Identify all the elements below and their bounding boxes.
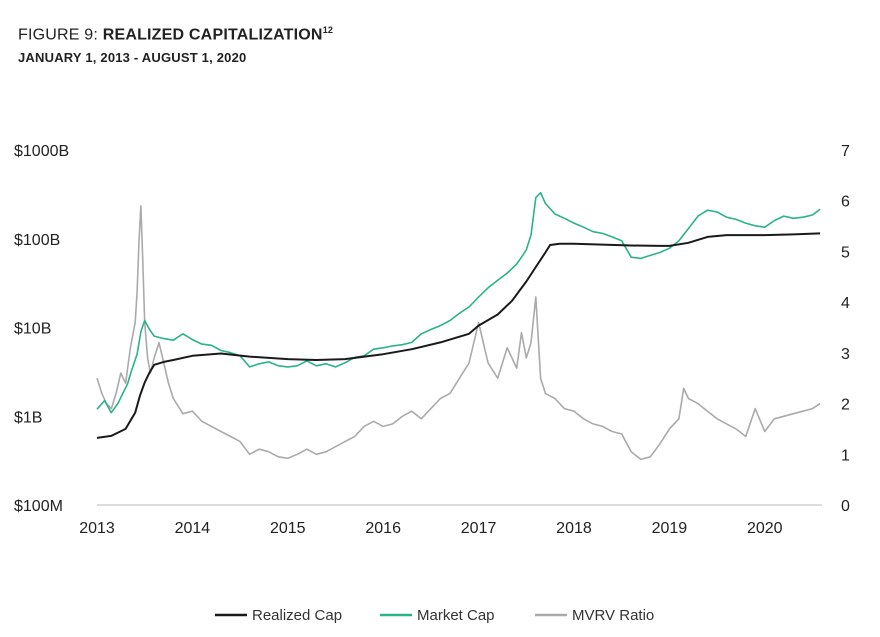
y-right-tick-label: 3 <box>841 346 850 363</box>
series-line-realized-cap <box>96 232 821 439</box>
x-tick-label: 2014 <box>175 520 211 537</box>
x-tick-label: 2015 <box>270 520 306 537</box>
figure-title-footnote: 12 <box>322 25 334 35</box>
figure-title: FIGURE 9: REALIZED CAPITALIZATION12 <box>18 25 333 44</box>
x-tick-label: 2013 <box>79 520 115 537</box>
figure-title-main: REALIZED CAPITALIZATION <box>102 26 323 44</box>
y-left-tick-label: $100M <box>14 498 63 515</box>
y-left-tick-label: $1B <box>14 409 42 426</box>
y-left-axis: $1000B $100B $10B $1B $100M <box>14 143 69 515</box>
x-tick-label: 2019 <box>652 520 688 537</box>
legend-label-realized-cap: Realized Cap <box>252 607 342 624</box>
series-layer <box>96 191 821 461</box>
y-right-tick-label: 6 <box>841 194 850 211</box>
y-left-tick-label: $1000B <box>14 143 69 160</box>
y-right-tick-label: 5 <box>841 244 850 261</box>
x-tick-label: 2016 <box>365 520 401 537</box>
x-axis: 2013 2014 2015 2016 2017 2018 2019 2020 <box>79 520 782 537</box>
series-line-market-cap <box>96 191 821 414</box>
y-right-axis: 7 6 5 4 3 2 1 0 <box>841 143 850 515</box>
legend: Realized Cap Market Cap MVRV Ratio <box>215 607 654 624</box>
y-right-tick-label: 1 <box>841 447 850 464</box>
x-tick-label: 2017 <box>461 520 497 537</box>
y-right-tick-label: 4 <box>841 295 850 312</box>
y-right-tick-label: 2 <box>841 397 850 414</box>
legend-label-mvrv-ratio: MVRV Ratio <box>572 607 654 624</box>
y-left-tick-label: $10B <box>14 321 51 338</box>
figure-subtitle: JANUARY 1, 2013 - AUGUST 1, 2020 <box>18 50 247 65</box>
x-tick-label: 2018 <box>556 520 592 537</box>
x-tick-label: 2020 <box>747 520 783 537</box>
y-right-tick-label: 0 <box>841 498 850 515</box>
legend-label-market-cap: Market Cap <box>417 607 495 624</box>
y-left-tick-label: $100B <box>14 232 60 249</box>
series-line-mvrv-ratio <box>96 205 821 461</box>
figure-title-prefix: FIGURE 9: <box>18 26 103 44</box>
y-right-tick-label: 7 <box>841 143 850 160</box>
